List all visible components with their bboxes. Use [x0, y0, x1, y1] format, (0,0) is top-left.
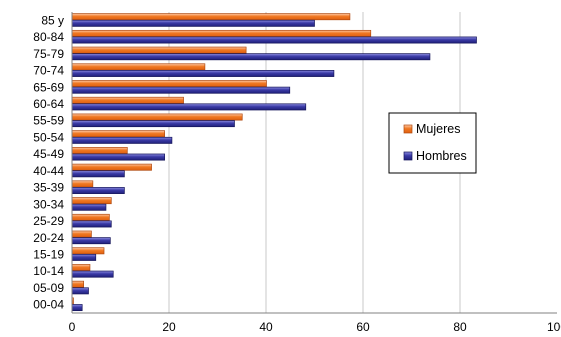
y-tick-label: 80-84: [33, 30, 64, 44]
bar-mujeres-45-49: [71, 147, 128, 154]
bar-mujeres-10-14: [71, 264, 91, 271]
bar-mujeres-75-79: [71, 46, 247, 54]
bar-mujeres-70-74: [71, 63, 206, 71]
y-tick-label: 50-54: [33, 130, 64, 144]
bar-mujeres-20-24: [71, 230, 92, 238]
bar-hombres-10-14: [71, 270, 114, 278]
legend-label-hombres: Hombres: [416, 149, 467, 163]
bar-hombres-45-49: [71, 153, 165, 161]
x-tick-label: 100: [547, 320, 561, 334]
bar-hombres-85y: [71, 19, 315, 27]
bar-hombres-00-04: [71, 304, 83, 312]
y-tick-label: 25-29: [33, 214, 64, 228]
bar-hombres-35-39: [71, 187, 125, 194]
bar-mujeres-50-54: [71, 130, 165, 138]
legend-box: [388, 112, 477, 174]
bar-hombres-60-64: [71, 103, 307, 111]
y-tick-label: 10-14: [33, 264, 64, 278]
bar-hombres-05-09: [71, 287, 89, 295]
x-tick-label: 80: [453, 320, 467, 334]
bar-hombres-80-84: [71, 36, 477, 44]
x-tick-label: 40: [259, 320, 273, 334]
bar-mujeres-30-34: [71, 197, 112, 205]
bar-mujeres-60-64: [71, 96, 184, 104]
y-tick-label: 30-34: [33, 197, 64, 211]
y-tick-label: 70-74: [33, 64, 64, 78]
bar-mujeres-85y: [71, 13, 351, 21]
bar-hombres-30-34: [71, 203, 107, 211]
y-tick-label: 15-19: [33, 247, 64, 261]
bar-hombres-20-24: [71, 237, 111, 245]
y-tick-label: 85 y: [41, 13, 64, 27]
x-tick-label: 60: [356, 320, 370, 334]
y-tick-label: 55-59: [33, 114, 64, 128]
bar-mujeres-25-29: [71, 213, 110, 221]
bar-hombres-40-44: [71, 170, 125, 178]
x-tick-label: 0: [69, 320, 76, 334]
legend-swatch-hombres: [403, 151, 413, 161]
y-tick-label: 60-64: [33, 97, 64, 111]
y-tick-label: 75-79: [33, 47, 64, 61]
bar-mujeres-05-09: [71, 280, 84, 288]
legend-swatch-mujeres: [403, 124, 413, 134]
bar-mujeres-15-19: [71, 247, 105, 255]
y-tick-label: 05-09: [33, 281, 64, 295]
y-tick-label: 00-04: [33, 298, 64, 312]
legend-label-mujeres: Mujeres: [416, 122, 460, 136]
y-tick-label: 40-44: [33, 164, 64, 178]
y-tick-label: 65-69: [33, 80, 64, 94]
bar-hombres-25-29: [71, 220, 112, 228]
bar-mujeres-35-39: [71, 180, 94, 188]
bar-hombres-50-54: [71, 136, 173, 144]
bar-hombres-65-69: [71, 86, 291, 94]
y-tick-label: 20-24: [33, 231, 64, 245]
x-tick-label: 20: [162, 320, 176, 334]
bar-hombres-15-19: [71, 253, 97, 261]
bar-mujeres-65-69: [71, 80, 267, 88]
bar-hombres-75-79: [71, 53, 431, 61]
bar-mujeres-55-59: [71, 113, 243, 121]
legend: Mujeres Hombres: [388, 112, 477, 174]
bar-mujeres-40-44: [71, 163, 152, 171]
bar-hombres-55-59: [71, 120, 235, 128]
bar-mujeres-80-84: [71, 29, 372, 37]
y-tick-label: 35-39: [33, 181, 64, 195]
bar-hombres-70-74: [71, 70, 335, 77]
y-tick-label: 45-49: [33, 147, 64, 161]
